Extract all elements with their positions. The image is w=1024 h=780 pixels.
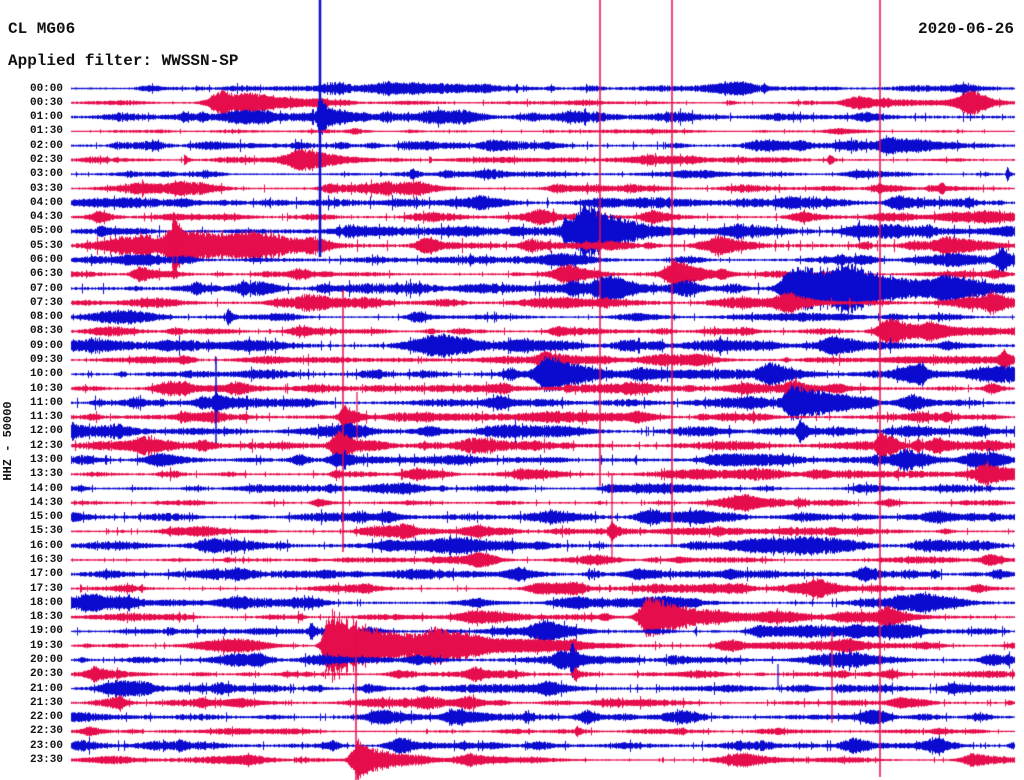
time-label: 05:30 <box>29 239 63 252</box>
time-label: 22:30 <box>29 725 63 738</box>
time-label: 04:30 <box>29 211 63 224</box>
time-label: 11:00 <box>29 396 63 409</box>
time-label: 22:00 <box>29 711 63 724</box>
time-label: 07:00 <box>29 282 63 295</box>
time-label: 02:30 <box>29 153 63 166</box>
time-label: 05:00 <box>29 225 63 238</box>
time-label: 12:30 <box>29 439 63 452</box>
time-label: 00:30 <box>29 96 63 109</box>
time-label: 09:00 <box>29 339 63 352</box>
time-label: 18:30 <box>29 611 63 624</box>
time-label: 03:30 <box>29 182 63 195</box>
time-label: 21:30 <box>29 696 63 709</box>
time-label: 15:30 <box>29 525 63 538</box>
time-label: 19:00 <box>29 625 63 638</box>
time-label: 13:00 <box>29 453 63 466</box>
time-label: 02:00 <box>29 139 63 152</box>
time-label: 14:00 <box>29 482 63 495</box>
time-label: 01:30 <box>29 125 63 138</box>
plot-date: 2020-06-26 <box>917 20 1014 38</box>
time-label: 12:00 <box>29 425 63 438</box>
time-label: 17:00 <box>29 568 63 581</box>
time-label: 18:00 <box>29 596 63 609</box>
time-label: 09:30 <box>29 353 63 366</box>
time-label: 06:00 <box>29 253 63 266</box>
time-label: 20:30 <box>29 668 63 681</box>
time-label: 17:30 <box>29 582 63 595</box>
time-label: 13:30 <box>29 468 63 481</box>
applied-filter-label: Applied filter: WWSSN-SP <box>8 52 239 70</box>
time-label: 15:00 <box>29 511 63 524</box>
time-label: 14:30 <box>29 496 63 509</box>
time-label: 16:30 <box>29 553 63 566</box>
time-label: 20:00 <box>29 653 63 666</box>
time-label: 10:30 <box>29 382 63 395</box>
time-label: 16:00 <box>29 539 63 552</box>
time-label: 11:30 <box>29 411 63 424</box>
time-label: 00:00 <box>29 82 63 95</box>
time-label: 10:00 <box>29 368 63 381</box>
time-label: 08:30 <box>29 325 63 338</box>
time-label: 03:00 <box>29 168 63 181</box>
time-label: 07:30 <box>29 296 63 309</box>
time-label: 23:00 <box>29 739 63 752</box>
time-label: 23:30 <box>29 753 63 766</box>
time-label: 19:30 <box>29 639 63 652</box>
time-label: 21:00 <box>29 682 63 695</box>
time-label: 08:00 <box>29 311 63 324</box>
time-label: 01:00 <box>29 111 63 124</box>
time-label: 06:30 <box>29 268 63 281</box>
station-code: CL MG06 <box>8 20 76 38</box>
time-label: 04:00 <box>29 196 63 209</box>
